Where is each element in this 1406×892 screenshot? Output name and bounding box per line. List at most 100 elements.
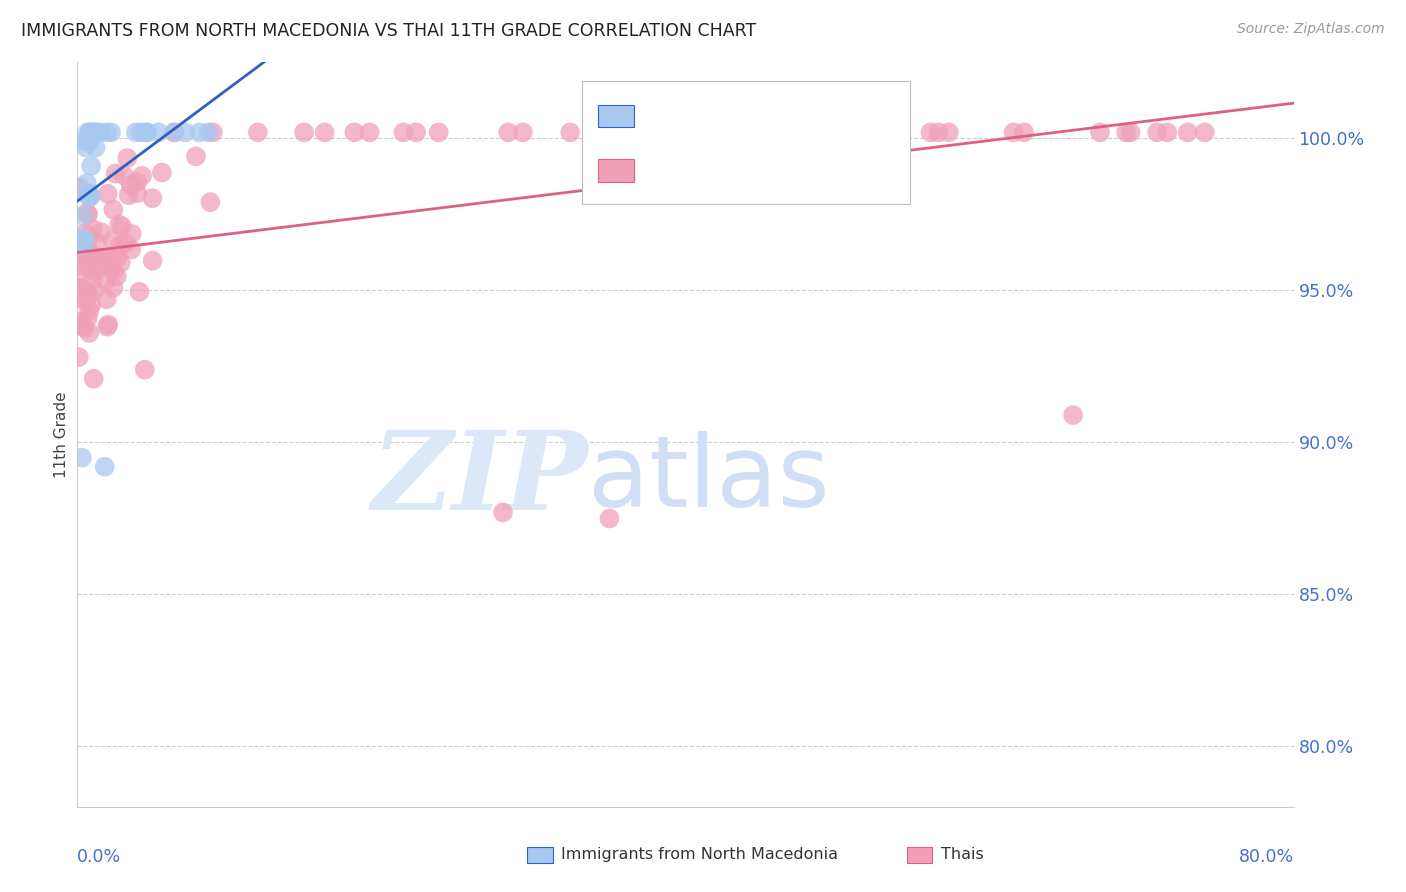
Point bbox=[128, 285, 150, 299]
Text: 80.0%: 80.0% bbox=[1239, 848, 1294, 866]
Point bbox=[75, 286, 97, 301]
Point bbox=[72, 252, 94, 266]
Point bbox=[82, 273, 104, 287]
Point bbox=[86, 235, 108, 249]
Point bbox=[90, 225, 112, 239]
Point bbox=[820, 125, 842, 139]
Point bbox=[392, 125, 415, 139]
Point bbox=[93, 459, 115, 474]
Point bbox=[602, 125, 624, 139]
Point bbox=[492, 505, 515, 519]
Point bbox=[79, 135, 101, 149]
Point bbox=[200, 195, 222, 210]
Point bbox=[82, 222, 104, 236]
Point bbox=[129, 125, 152, 139]
Point bbox=[76, 176, 98, 190]
Point bbox=[813, 125, 835, 139]
Point bbox=[84, 140, 107, 154]
Point bbox=[103, 264, 125, 278]
Point bbox=[96, 319, 118, 334]
Point bbox=[163, 125, 186, 139]
Point bbox=[67, 259, 90, 273]
Point bbox=[496, 125, 519, 139]
Point bbox=[174, 125, 197, 139]
Point bbox=[75, 232, 97, 246]
Point bbox=[598, 511, 620, 525]
Point bbox=[80, 298, 103, 312]
Point bbox=[103, 202, 125, 217]
Point bbox=[405, 125, 427, 139]
Point bbox=[927, 125, 949, 139]
Point bbox=[1146, 125, 1168, 139]
Point bbox=[105, 269, 128, 284]
FancyBboxPatch shape bbox=[582, 81, 911, 204]
Point bbox=[77, 190, 100, 204]
Point bbox=[188, 125, 211, 139]
Point bbox=[100, 125, 122, 139]
Point bbox=[76, 125, 98, 139]
Point bbox=[77, 304, 100, 318]
Point bbox=[136, 125, 159, 139]
Point bbox=[76, 235, 98, 250]
Point bbox=[1194, 125, 1216, 139]
Point bbox=[163, 125, 186, 139]
Text: R = 0.493   N =  37: R = 0.493 N = 37 bbox=[647, 107, 837, 125]
Point bbox=[96, 293, 118, 307]
Point bbox=[104, 167, 127, 181]
Point bbox=[90, 253, 112, 268]
Point bbox=[70, 450, 93, 465]
Point bbox=[752, 125, 775, 139]
Point bbox=[1156, 125, 1178, 139]
Point bbox=[69, 281, 91, 295]
Point bbox=[73, 237, 96, 252]
Point bbox=[1012, 125, 1035, 139]
Point bbox=[73, 321, 96, 335]
Point bbox=[1088, 125, 1111, 139]
Point bbox=[77, 207, 100, 221]
Point bbox=[589, 125, 612, 139]
Point bbox=[108, 238, 131, 252]
Point bbox=[148, 125, 170, 139]
Point bbox=[883, 125, 905, 139]
Point bbox=[512, 125, 534, 139]
Text: ZIP: ZIP bbox=[371, 425, 588, 533]
Point bbox=[83, 249, 105, 263]
Point bbox=[121, 227, 143, 241]
Text: Immigrants from North Macedonia: Immigrants from North Macedonia bbox=[561, 847, 838, 862]
Point bbox=[73, 135, 96, 149]
Point bbox=[97, 186, 120, 201]
Point bbox=[105, 250, 128, 264]
Point bbox=[920, 125, 942, 139]
Point bbox=[114, 235, 136, 250]
Point bbox=[89, 125, 111, 139]
Point bbox=[427, 125, 450, 139]
Point bbox=[84, 125, 107, 139]
Point bbox=[79, 261, 101, 276]
Point bbox=[150, 165, 173, 179]
Point bbox=[1062, 408, 1084, 422]
Text: R = 0.326   N = 114: R = 0.326 N = 114 bbox=[647, 161, 844, 179]
Point bbox=[69, 238, 91, 252]
Point bbox=[938, 125, 960, 139]
Point bbox=[108, 218, 131, 232]
Text: IMMIGRANTS FROM NORTH MACEDONIA VS THAI 11TH GRADE CORRELATION CHART: IMMIGRANTS FROM NORTH MACEDONIA VS THAI … bbox=[21, 22, 756, 40]
Point bbox=[117, 151, 139, 165]
Point bbox=[70, 268, 93, 282]
Point bbox=[79, 262, 101, 277]
Point bbox=[111, 219, 134, 234]
Point bbox=[75, 140, 97, 154]
Point bbox=[184, 149, 207, 163]
Point bbox=[120, 243, 142, 257]
Point bbox=[761, 125, 783, 139]
Point bbox=[77, 288, 100, 302]
Point bbox=[94, 251, 117, 265]
Point bbox=[75, 249, 97, 263]
Point bbox=[201, 125, 224, 139]
Point bbox=[120, 178, 142, 193]
Point bbox=[84, 125, 107, 139]
Point bbox=[80, 159, 103, 173]
Bar bbox=[598, 160, 634, 182]
Point bbox=[582, 125, 605, 139]
Point bbox=[70, 232, 93, 246]
Point bbox=[80, 189, 103, 203]
